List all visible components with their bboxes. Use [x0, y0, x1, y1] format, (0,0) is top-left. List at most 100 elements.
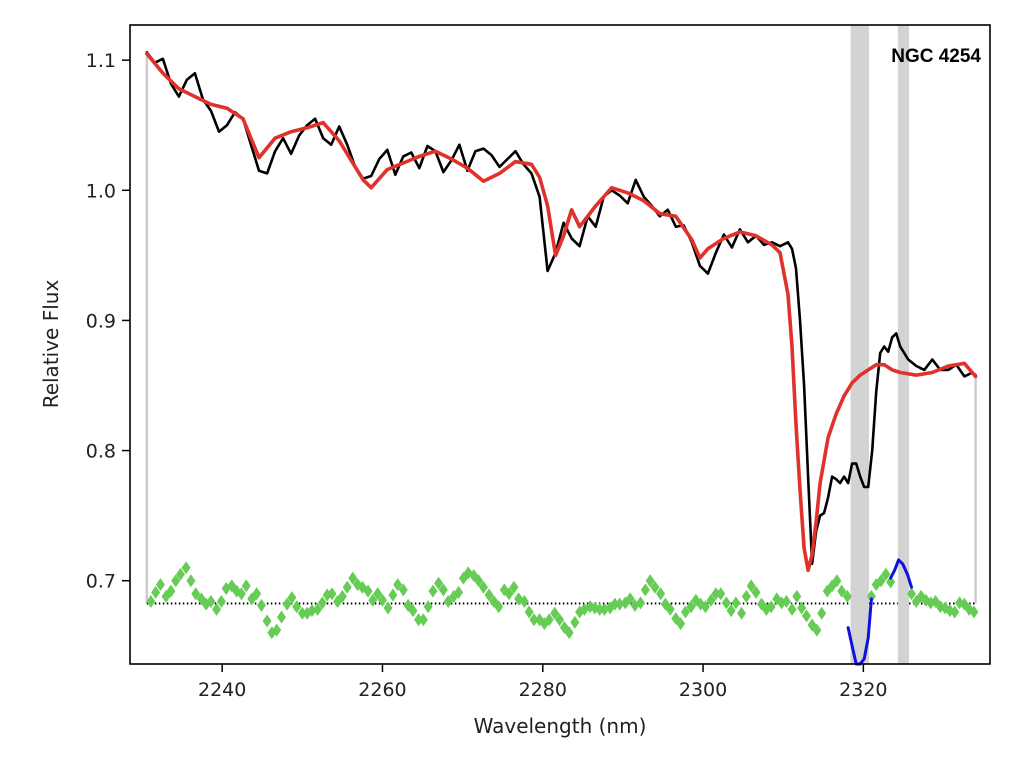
- residual-point: [443, 595, 453, 609]
- residual-point: [373, 587, 383, 601]
- residual-point: [256, 598, 266, 612]
- residual-point: [292, 600, 302, 614]
- residual-point: [792, 589, 802, 603]
- residual-point: [645, 574, 655, 588]
- residual-point: [337, 589, 347, 603]
- residual-point: [711, 587, 721, 601]
- residual-point: [383, 601, 393, 615]
- residual-point: [474, 574, 484, 588]
- residual-point: [282, 597, 292, 611]
- residual-point: [484, 588, 494, 602]
- x-tick-label: 2240: [198, 679, 246, 701]
- residual-point: [175, 567, 185, 581]
- residual-point: [721, 596, 731, 610]
- residual-point: [262, 614, 272, 628]
- residual-point: [317, 596, 327, 610]
- x-axis-ticks: 2240 2260 2280 2300 2320: [198, 664, 888, 701]
- residual-point: [327, 587, 337, 601]
- y-tick-label: 0.8: [86, 441, 116, 463]
- residual-point: [706, 593, 716, 607]
- fit-range-markers: [145, 52, 977, 604]
- residual-point: [151, 585, 161, 599]
- residual-point: [414, 613, 424, 627]
- residual-point: [408, 604, 418, 618]
- masked-band-1: [850, 25, 869, 664]
- residual-point: [297, 606, 307, 620]
- residual-point: [398, 583, 408, 597]
- residual-point: [348, 571, 358, 585]
- residual-points: [146, 561, 979, 640]
- residual-point: [741, 589, 751, 603]
- residual-point: [252, 587, 262, 601]
- residual-point: [640, 583, 650, 597]
- residual-point: [737, 606, 747, 620]
- residual-point: [276, 610, 286, 624]
- residual-point: [509, 580, 519, 594]
- residual-point: [313, 602, 323, 616]
- residual-point: [504, 587, 514, 601]
- residual-point: [206, 595, 216, 609]
- residual-point: [478, 580, 488, 594]
- residual-point: [797, 601, 807, 615]
- x-axis-label: Wavelength (nm): [474, 714, 647, 738]
- residual-point: [544, 613, 554, 627]
- residual-point: [866, 589, 876, 603]
- residual-point: [555, 613, 565, 627]
- residual-point: [906, 587, 916, 601]
- residual-point: [610, 597, 620, 611]
- residual-point: [886, 575, 896, 589]
- residual-point: [881, 567, 891, 581]
- residual-point: [524, 605, 534, 619]
- y-tick-label: 1.1: [86, 50, 116, 72]
- residual-point: [751, 585, 761, 599]
- residual-point: [726, 604, 736, 618]
- residual-point: [434, 576, 444, 590]
- residual-point: [171, 574, 181, 588]
- residual-point: [787, 602, 797, 616]
- masked-residual-line-2: [889, 558, 913, 589]
- residual-point: [665, 602, 675, 616]
- residual-point: [368, 593, 378, 607]
- residual-point: [423, 600, 433, 614]
- y-tick-label: 0.7: [86, 571, 116, 593]
- residual-point: [191, 587, 201, 601]
- residual-point: [812, 623, 822, 637]
- residual-point: [842, 589, 852, 603]
- residual-point: [615, 597, 625, 611]
- y-tick-label: 1.0: [86, 180, 116, 202]
- residual-point: [716, 587, 726, 601]
- masked-band-2: [897, 25, 910, 664]
- residual-point: [680, 605, 690, 619]
- residual-point: [650, 580, 660, 594]
- residual-point: [377, 593, 387, 607]
- galaxy-label: NGC 4254: [891, 46, 981, 67]
- residual-point: [418, 613, 428, 627]
- residual-point: [181, 561, 191, 575]
- residual-point: [529, 613, 539, 627]
- residual-point: [676, 617, 686, 631]
- residual-point: [731, 596, 741, 610]
- x-tick-label: 2260: [358, 679, 406, 701]
- residual-point: [236, 587, 246, 601]
- residual-point: [428, 584, 438, 598]
- residual-point: [146, 595, 156, 609]
- x-tick-label: 2320: [839, 679, 887, 701]
- plot-frame: [129, 24, 991, 665]
- residual-point: [186, 574, 196, 588]
- residual-point: [393, 578, 403, 592]
- residual-point: [342, 580, 352, 594]
- residual-point: [241, 579, 251, 593]
- residual-point: [212, 602, 222, 616]
- residual-point: [636, 596, 646, 610]
- residual-point: [817, 606, 827, 620]
- residual-point: [969, 605, 979, 619]
- residual-point: [166, 584, 176, 598]
- residual-point: [950, 605, 960, 619]
- residual-point: [519, 595, 529, 609]
- residual-point: [438, 583, 448, 597]
- residual-point: [700, 600, 710, 614]
- masked-bands: [850, 25, 910, 664]
- residual-point: [625, 592, 635, 606]
- residual-point: [550, 606, 560, 620]
